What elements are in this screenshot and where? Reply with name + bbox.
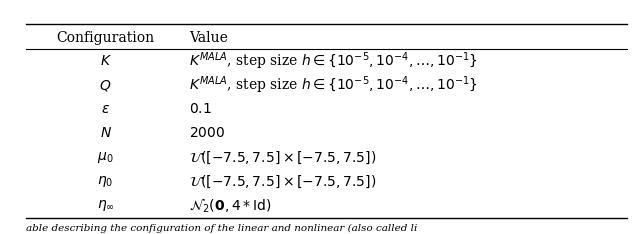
Text: $2000$: $2000$ (189, 126, 225, 140)
Text: $Q$: $Q$ (99, 78, 112, 93)
Text: Configuration: Configuration (56, 31, 155, 45)
Text: able describing the configuration of the linear and nonlinear (also called li: able describing the configuration of the… (26, 224, 417, 233)
Text: $0.1$: $0.1$ (189, 102, 212, 116)
Text: $\varepsilon$: $\varepsilon$ (101, 102, 110, 116)
Text: Value: Value (189, 31, 228, 45)
Text: $K$: $K$ (100, 54, 111, 68)
Text: $K^{MALA}$, step size $h \in \{10^{-5}, 10^{-4}, \ldots, 10^{-1}\}$: $K^{MALA}$, step size $h \in \{10^{-5}, … (189, 50, 478, 72)
Text: $\eta_0$: $\eta_0$ (97, 174, 114, 189)
Text: $\mu_0$: $\mu_0$ (97, 150, 114, 165)
Text: $\mathcal{U}([-7.5, 7.5] \times [-7.5, 7.5])$: $\mathcal{U}([-7.5, 7.5] \times [-7.5, 7… (189, 150, 376, 166)
Text: $N$: $N$ (100, 126, 111, 140)
Text: $\eta_{\infty}$: $\eta_{\infty}$ (97, 198, 115, 213)
Text: $\mathcal{U}([-7.5, 7.5] \times [-7.5, 7.5])$: $\mathcal{U}([-7.5, 7.5] \times [-7.5, 7… (189, 174, 376, 190)
Text: $K^{MALA}$, step size $h \in \{10^{-5}, 10^{-4}, \ldots, 10^{-1}\}$: $K^{MALA}$, step size $h \in \{10^{-5}, … (189, 74, 478, 96)
Text: $\mathcal{N}_2(\mathbf{0}, 4 * \mathrm{Id})$: $\mathcal{N}_2(\mathbf{0}, 4 * \mathrm{I… (189, 197, 271, 215)
